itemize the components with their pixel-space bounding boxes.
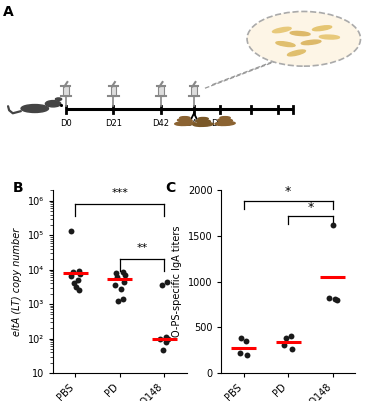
Text: **: ** <box>137 243 148 253</box>
Point <box>159 282 165 289</box>
Point <box>237 350 243 356</box>
Point <box>163 338 169 345</box>
Point <box>163 334 169 340</box>
Ellipse shape <box>218 119 232 122</box>
Y-axis label: O-PS-specific IgA titers: O-PS-specific IgA titers <box>172 226 182 338</box>
Point <box>238 334 244 341</box>
Text: *: * <box>285 185 291 198</box>
Ellipse shape <box>175 122 195 126</box>
Ellipse shape <box>215 122 235 126</box>
Point <box>73 284 79 290</box>
Text: D49: D49 <box>186 119 202 128</box>
Ellipse shape <box>198 117 208 120</box>
Ellipse shape <box>290 31 310 36</box>
Point <box>330 221 336 228</box>
Ellipse shape <box>178 119 192 122</box>
Ellipse shape <box>196 119 210 123</box>
Point <box>281 341 287 348</box>
Point <box>160 347 165 354</box>
Text: ***: *** <box>111 188 128 198</box>
Ellipse shape <box>180 117 190 119</box>
Point <box>114 274 120 281</box>
Point <box>70 269 76 275</box>
Text: D54: D54 <box>211 119 228 128</box>
Point <box>75 277 81 283</box>
Ellipse shape <box>313 26 332 31</box>
Circle shape <box>247 12 361 66</box>
Text: B: B <box>13 181 24 195</box>
Point <box>332 296 338 302</box>
Ellipse shape <box>301 40 321 45</box>
Point <box>68 273 74 279</box>
Point <box>121 278 127 285</box>
Point <box>244 352 250 358</box>
Point <box>68 228 74 235</box>
Ellipse shape <box>220 117 230 119</box>
Text: C: C <box>165 181 176 195</box>
Ellipse shape <box>320 35 339 39</box>
Point <box>122 272 128 278</box>
Point <box>288 333 294 339</box>
Point <box>157 336 163 342</box>
Point <box>76 287 82 294</box>
Ellipse shape <box>56 98 61 100</box>
Point <box>113 269 119 276</box>
FancyBboxPatch shape <box>158 87 164 96</box>
Point <box>243 338 249 345</box>
FancyBboxPatch shape <box>111 87 116 96</box>
Text: D0: D0 <box>60 119 72 128</box>
FancyBboxPatch shape <box>63 87 69 96</box>
Point <box>120 296 126 302</box>
Point <box>118 286 124 292</box>
Point <box>71 280 76 287</box>
Point <box>164 278 170 285</box>
Point <box>283 334 288 341</box>
Point <box>334 297 340 303</box>
Point <box>76 268 82 274</box>
Text: D42: D42 <box>153 119 169 128</box>
Ellipse shape <box>21 105 48 112</box>
Text: A: A <box>3 5 14 19</box>
Ellipse shape <box>276 42 295 47</box>
Ellipse shape <box>193 122 213 126</box>
Point <box>115 298 120 305</box>
Point <box>120 268 126 275</box>
Ellipse shape <box>45 101 61 107</box>
Ellipse shape <box>273 27 291 33</box>
Text: D21: D21 <box>105 119 122 128</box>
Point <box>165 335 171 342</box>
Point <box>326 295 332 301</box>
Point <box>77 271 83 277</box>
Ellipse shape <box>288 50 305 56</box>
Point <box>289 346 295 352</box>
Y-axis label: eltA (LT) copy number: eltA (LT) copy number <box>12 228 22 336</box>
FancyBboxPatch shape <box>191 87 197 96</box>
Text: *: * <box>307 201 314 214</box>
Point <box>112 282 118 289</box>
